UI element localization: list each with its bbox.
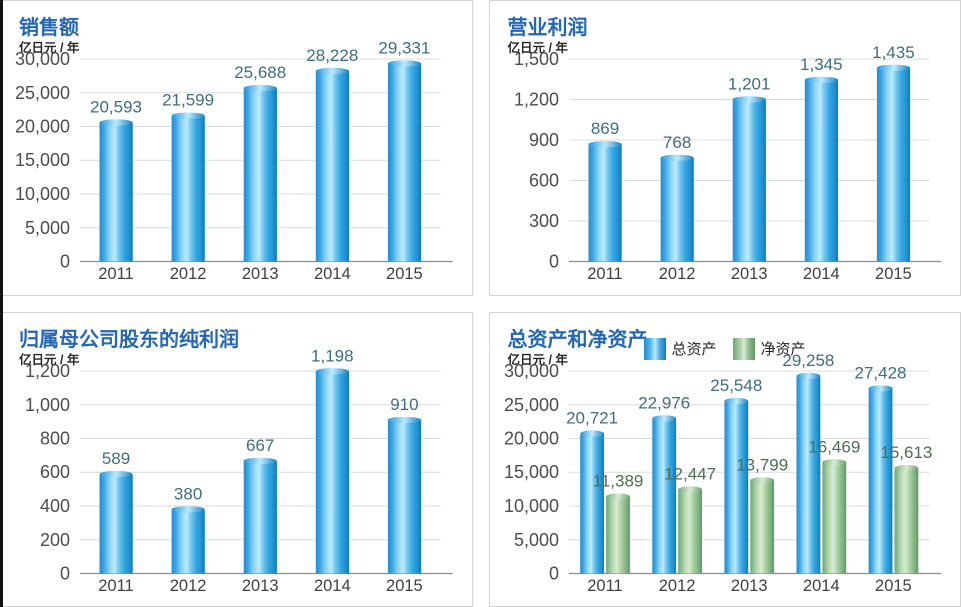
svg-text:900: 900 [528,130,558,150]
svg-text:2011: 2011 [587,577,622,595]
svg-text:0: 0 [548,563,558,583]
svg-text:29,331: 29,331 [378,39,430,58]
svg-text:768: 768 [662,133,690,152]
svg-text:1,198: 1,198 [311,346,354,365]
svg-text:30,000: 30,000 [503,361,558,381]
svg-text:2013: 2013 [730,265,767,283]
svg-text:5,000: 5,000 [25,218,70,238]
svg-text:600: 600 [528,171,558,191]
svg-text:1,200: 1,200 [25,361,70,381]
svg-text:2011: 2011 [587,265,622,283]
svg-text:667: 667 [246,435,274,454]
svg-text:380: 380 [174,484,202,503]
svg-text:12,447: 12,447 [664,464,716,483]
svg-text:2011: 2011 [98,577,133,595]
svg-text:20,000: 20,000 [503,428,558,448]
svg-text:10,000: 10,000 [15,184,70,204]
svg-text:25,000: 25,000 [15,83,70,103]
svg-text:16,469: 16,469 [808,437,860,456]
svg-text:2012: 2012 [170,265,207,283]
svg-text:2014: 2014 [314,265,351,283]
svg-text:910: 910 [390,394,418,413]
svg-text:1,200: 1,200 [513,90,558,110]
svg-text:0: 0 [60,563,70,583]
svg-text:28,228: 28,228 [306,46,358,65]
svg-text:11,389: 11,389 [592,471,643,490]
svg-text:1,435: 1,435 [872,43,915,62]
svg-text:20,593: 20,593 [90,98,142,117]
svg-text:2014: 2014 [802,577,839,595]
svg-text:22,976: 22,976 [638,393,690,412]
svg-text:600: 600 [40,462,70,482]
svg-text:1,000: 1,000 [25,394,70,414]
svg-text:2015: 2015 [875,265,912,283]
svg-text:20,721: 20,721 [566,408,618,427]
svg-text:300: 300 [528,211,558,231]
svg-text:1,500: 1,500 [513,49,558,69]
svg-text:10,000: 10,000 [503,496,558,516]
svg-text:13,799: 13,799 [736,455,788,474]
svg-text:2012: 2012 [658,265,695,283]
svg-text:1,345: 1,345 [800,55,843,74]
svg-text:2013: 2013 [730,577,767,595]
svg-text:20,000: 20,000 [15,117,70,137]
svg-text:2014: 2014 [314,577,351,595]
svg-text:25,000: 25,000 [503,394,558,414]
svg-text:25,548: 25,548 [710,376,762,395]
svg-text:27,428: 27,428 [854,363,906,382]
svg-text:15,000: 15,000 [503,462,558,482]
svg-text:2013: 2013 [242,577,279,595]
svg-text:5,000: 5,000 [513,529,558,549]
svg-text:869: 869 [590,119,618,138]
svg-text:589: 589 [102,449,130,468]
svg-text:2015: 2015 [386,577,423,595]
svg-text:2014: 2014 [802,265,839,283]
svg-text:400: 400 [40,496,70,516]
svg-text:200: 200 [40,529,70,549]
svg-text:800: 800 [40,428,70,448]
svg-text:2011: 2011 [98,265,133,283]
svg-text:1,201: 1,201 [727,74,770,93]
svg-text:2012: 2012 [658,577,695,595]
svg-text:0: 0 [548,252,558,272]
svg-text:25,688: 25,688 [234,63,286,82]
svg-text:0: 0 [60,252,70,272]
svg-text:2015: 2015 [386,265,423,283]
svg-text:21,599: 21,599 [162,91,214,110]
svg-text:29,258: 29,258 [782,351,834,370]
svg-text:2015: 2015 [875,577,912,595]
svg-text:30,000: 30,000 [15,49,70,69]
svg-text:2012: 2012 [170,577,207,595]
svg-text:2013: 2013 [242,265,279,283]
svg-text:15,613: 15,613 [880,443,932,462]
svg-text:15,000: 15,000 [15,150,70,170]
